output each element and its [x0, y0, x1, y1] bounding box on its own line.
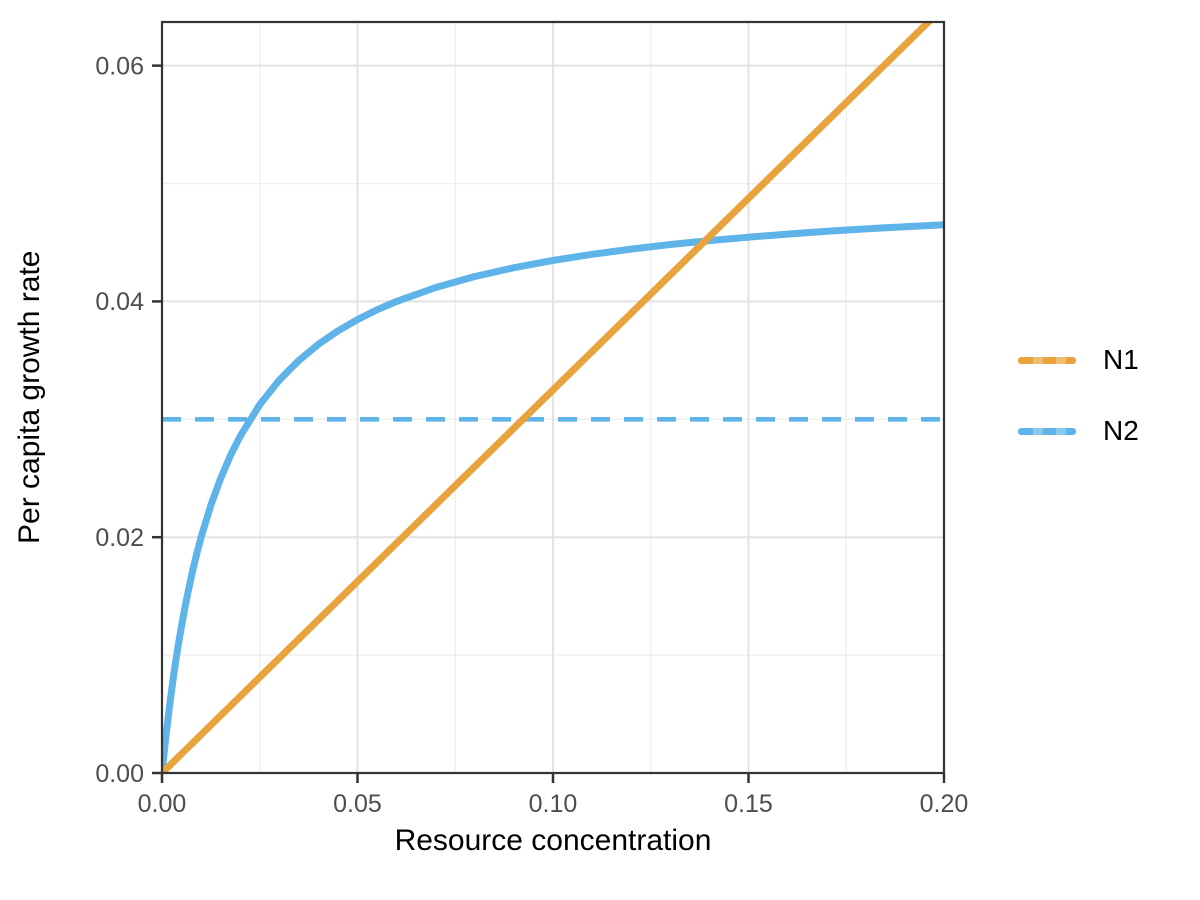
y-tick-label: 0.00 [95, 760, 144, 788]
series-line-n1 [162, 22, 934, 773]
y-tick-label: 0.04 [95, 288, 144, 316]
legend-key-notch [1033, 427, 1043, 435]
legend-key-notch [1033, 356, 1043, 364]
legend-label-n1: N1 [1103, 344, 1139, 375]
legend-key-notch [1056, 427, 1066, 435]
legend-label-n2: N2 [1103, 415, 1139, 446]
x-axis-title: Resource concentration [394, 824, 712, 857]
legend-key-n2-line-icon [1018, 427, 1076, 435]
y-tick-label: 0.06 [95, 52, 144, 80]
panel-border [160, 20, 946, 775]
legend-key-notch [1056, 356, 1066, 364]
x-tick-label: 0.20 [920, 790, 969, 818]
x-tick-label: 0.00 [138, 790, 187, 818]
y-tick-label: 0.02 [95, 524, 144, 552]
x-tick-label: 0.05 [333, 790, 382, 818]
legend-item-n1: N1 [1018, 340, 1139, 380]
legend-item-n2: N2 [1018, 411, 1139, 451]
x-tick-label: 0.15 [724, 790, 773, 818]
x-tick-label: 0.10 [529, 790, 578, 818]
y-axis-title: Per capita growth rate [13, 250, 46, 545]
legend: N1 N2 [1018, 340, 1139, 451]
legend-key-n1-line-icon [1018, 356, 1076, 364]
